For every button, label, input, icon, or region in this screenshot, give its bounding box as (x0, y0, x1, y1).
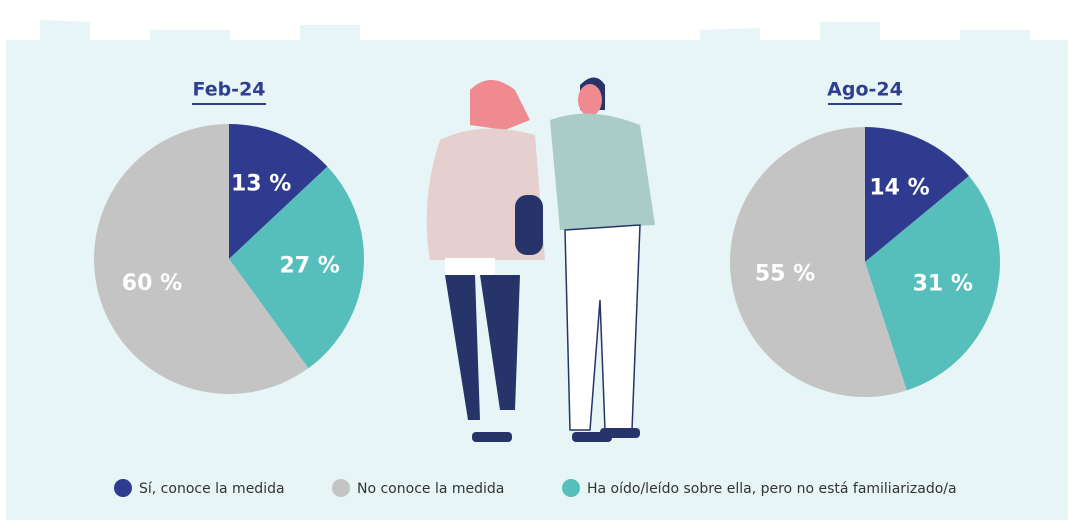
pie-slice (865, 127, 970, 262)
chart-title: Feb-24 (192, 79, 265, 101)
legend-label: Ha oído/leído sobre ella, pero no está f… (587, 481, 957, 497)
slice-label: 55 % (755, 262, 815, 287)
pie-slice (229, 124, 328, 259)
slice-label: 14 % (869, 176, 929, 201)
legend-swatch (332, 479, 350, 497)
slice-label: 60 % (122, 271, 182, 296)
pie-slice (865, 175, 1001, 391)
pie-slice (93, 124, 309, 394)
slice-label: 27 % (279, 254, 339, 279)
chart-title: Ago-24 (827, 79, 903, 101)
slice-label: 13 % (231, 172, 291, 197)
slice-label: 31 % (913, 272, 973, 297)
legend-swatch (562, 479, 580, 497)
legend-label: No conoce la medida (357, 481, 504, 497)
pie-slice (729, 127, 907, 397)
legend-swatch (114, 479, 132, 497)
illustration (426, 77, 655, 442)
legend-label: Sí, conoce la medida (139, 481, 285, 497)
pie-slice (229, 166, 364, 369)
